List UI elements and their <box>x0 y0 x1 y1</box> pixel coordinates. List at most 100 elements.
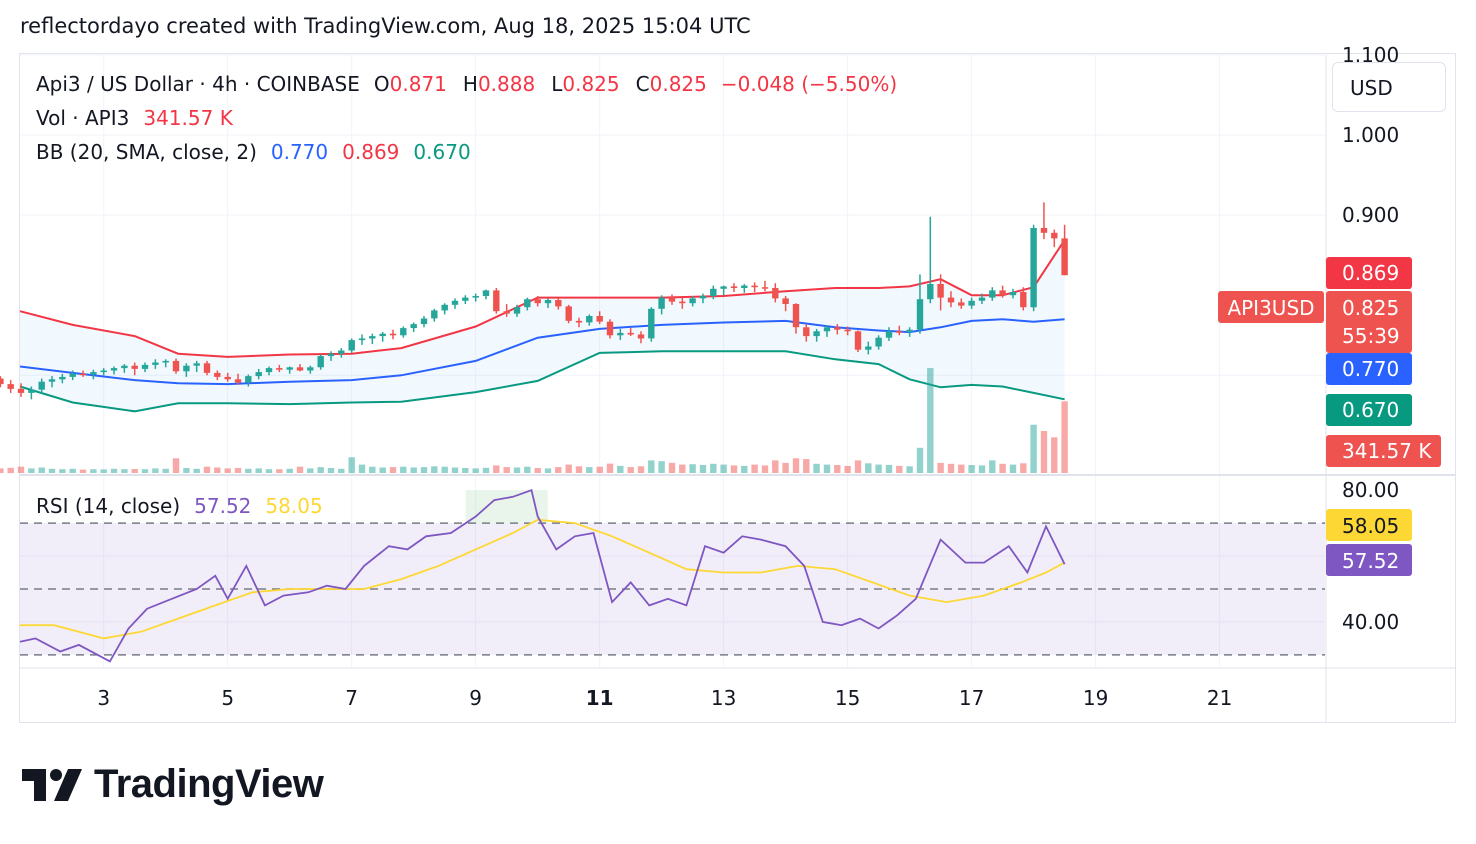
candle-body <box>441 304 448 311</box>
volume-bar <box>38 467 45 473</box>
volume-bar <box>720 464 727 473</box>
volume-label[interactable]: Vol · API3 <box>36 106 130 130</box>
rsi-label[interactable]: RSI (14, close) <box>36 494 181 518</box>
candle-body <box>369 336 376 339</box>
candle-body <box>834 327 841 330</box>
candle-body <box>668 297 676 302</box>
volume-bar <box>69 468 76 473</box>
candle-body <box>575 320 583 323</box>
bb-label[interactable]: BB (20, SMA, close, 2) <box>36 140 257 164</box>
x-tick-label: 17 <box>959 686 984 710</box>
candle-body <box>792 304 800 328</box>
open-value: 0.871 <box>389 72 447 96</box>
candle-body <box>958 302 965 306</box>
volume-bar <box>131 469 138 473</box>
price-tick-label: 0.900 <box>1342 203 1399 227</box>
candle-body <box>803 327 810 337</box>
volume-bar <box>369 466 376 473</box>
volume-bar <box>276 469 283 473</box>
volume-bar <box>193 468 200 473</box>
volume-bar <box>710 463 717 473</box>
volume-bar <box>90 469 97 473</box>
volume-bar <box>999 463 1006 473</box>
x-tick-label: 7 <box>345 686 358 710</box>
volume-bar <box>462 468 469 473</box>
volume-bar <box>17 466 25 473</box>
candle-body <box>999 290 1006 296</box>
volume-bar <box>968 465 975 473</box>
volume-bar <box>978 465 986 473</box>
volume-bar <box>1030 424 1037 473</box>
candle-body <box>307 367 314 371</box>
rsi-legend: RSI (14, close) 57.52 58.05 <box>36 494 329 518</box>
close-label: C <box>635 72 650 96</box>
volume-bar <box>317 467 324 473</box>
volume-bar <box>482 467 490 474</box>
candle-body <box>854 331 862 350</box>
candle-body <box>761 287 769 289</box>
candle-body <box>28 389 35 393</box>
candle-body <box>410 324 417 329</box>
volume-bar <box>565 464 572 473</box>
candle-body <box>1061 238 1068 276</box>
x-tick-label: 3 <box>97 686 110 710</box>
volume-bar <box>0 468 4 473</box>
x-tick-label: 9 <box>469 686 482 710</box>
candle-body <box>121 365 128 369</box>
volume-bar <box>741 465 748 473</box>
currency-button[interactable]: USD <box>1332 62 1446 112</box>
volume-value: 341.57 K <box>143 106 233 130</box>
volume-bar <box>214 467 221 473</box>
candle-body <box>503 311 510 314</box>
volume-bar <box>183 468 190 473</box>
candle-body <box>38 381 45 390</box>
candle-body <box>513 307 521 314</box>
candle-body <box>885 331 893 338</box>
volume-bar <box>524 466 531 473</box>
volume-bar <box>813 463 820 473</box>
volume-bar <box>761 465 769 473</box>
volume-bar <box>637 466 645 473</box>
candle-body <box>400 328 407 336</box>
x-tick-label: 19 <box>1083 686 1108 710</box>
volume-bar <box>803 459 810 473</box>
symbol-label[interactable]: Api3 / US Dollar · 4h · COINBASE <box>36 72 360 96</box>
volume-bar <box>255 468 262 473</box>
bb-basis-value: 0.770 <box>270 140 329 164</box>
bb-legend: BB (20, SMA, close, 2) 0.770 0.869 0.670 <box>36 140 477 164</box>
candle-body <box>627 332 634 335</box>
volume-bar <box>823 464 831 473</box>
candle-body <box>1030 228 1037 308</box>
candle-body <box>358 338 366 341</box>
rsi-tick-label: 80.00 <box>1342 478 1399 502</box>
candle-body <box>193 363 200 366</box>
volume-bar <box>503 467 510 473</box>
rsi-pane <box>19 489 1325 663</box>
volume-bar <box>772 460 779 473</box>
volume-bar <box>286 468 293 473</box>
volume-bar <box>307 468 314 473</box>
volume-bar <box>617 465 624 473</box>
volume-bar <box>844 465 851 473</box>
candle-body <box>379 333 386 337</box>
candle-body <box>823 327 831 332</box>
candle-body <box>172 360 180 372</box>
candle-body <box>741 285 748 288</box>
volume-bar <box>658 461 665 473</box>
candle-body <box>1020 292 1027 308</box>
tradingview-logo-icon <box>22 768 82 801</box>
volume-bar <box>896 465 903 473</box>
volume-bar <box>1051 437 1058 473</box>
bb-fill <box>20 240 1065 412</box>
low-label: L <box>551 72 563 96</box>
volume-bar <box>100 469 107 473</box>
candle-body <box>772 288 779 299</box>
last-price-tag <box>1326 291 1412 353</box>
tradingview-logo[interactable]: TradingView <box>22 762 324 807</box>
volume-bar <box>947 463 955 473</box>
candle-body <box>813 331 820 337</box>
candle-body <box>782 298 789 304</box>
candle-body <box>265 368 273 373</box>
candle-body <box>214 372 221 377</box>
